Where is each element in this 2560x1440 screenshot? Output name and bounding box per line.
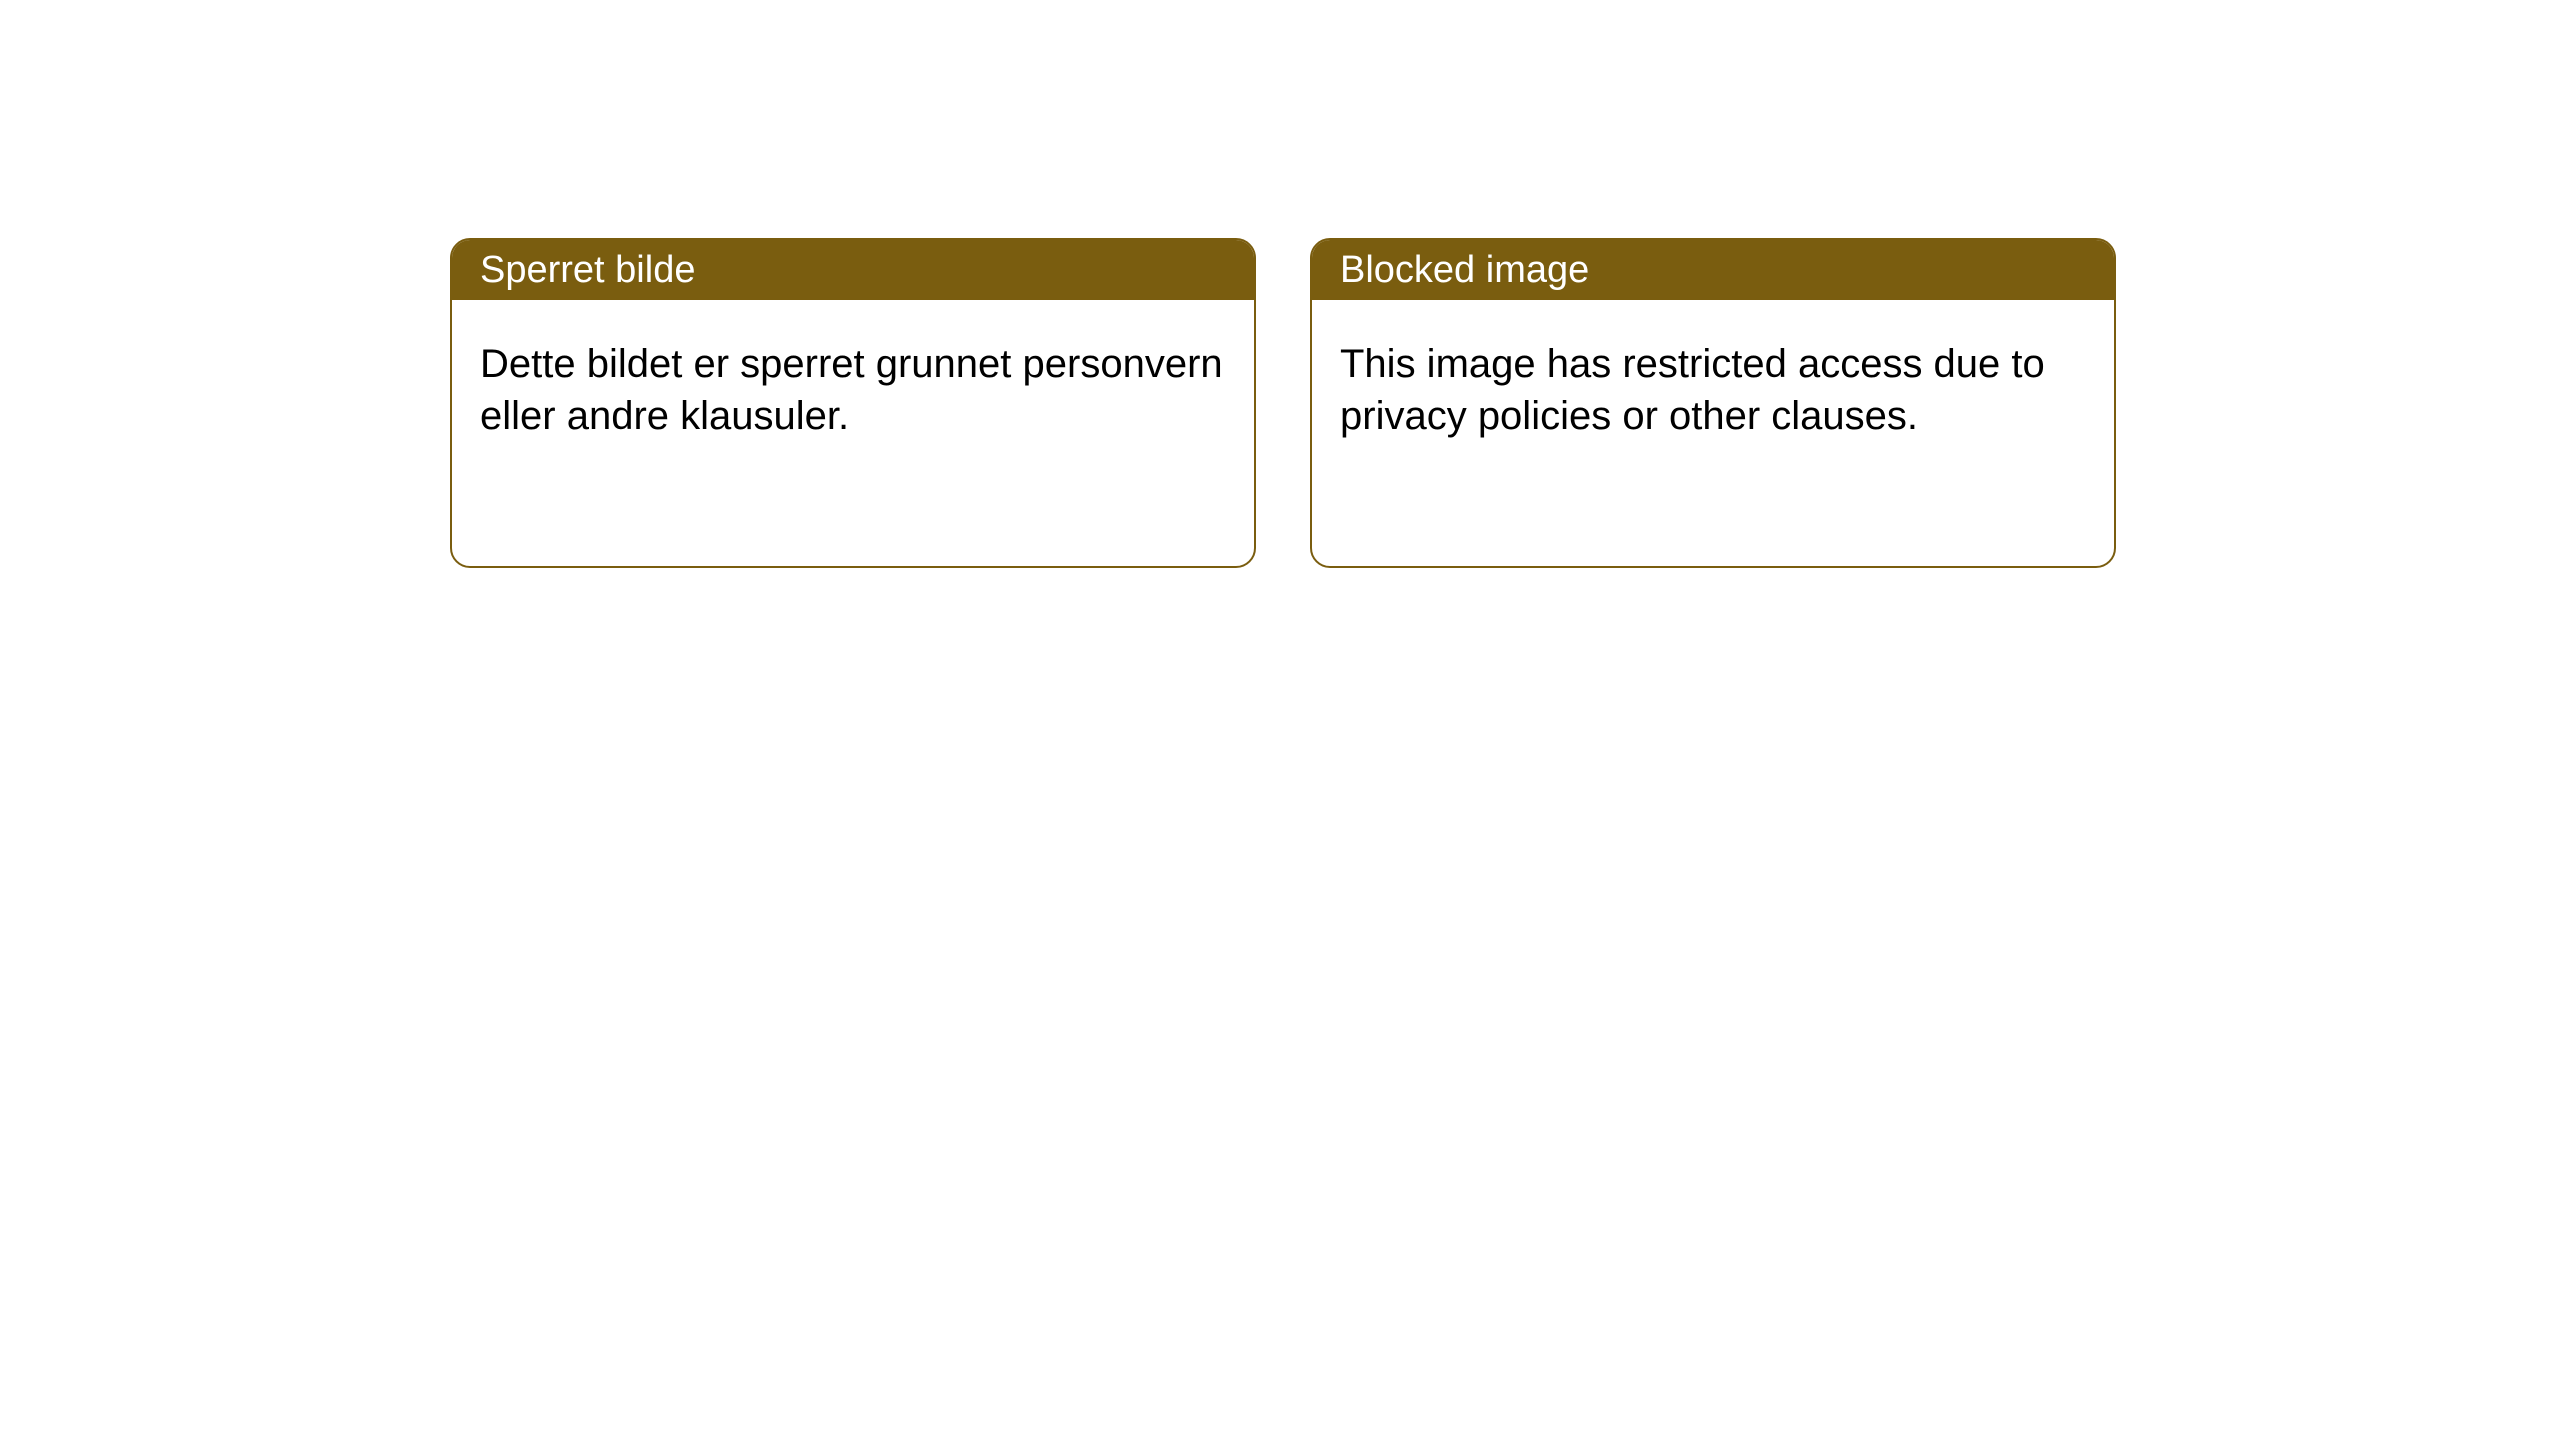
card-body-english: This image has restricted access due to … <box>1312 300 2114 480</box>
card-text-norwegian: Dette bildet er sperret grunnet personve… <box>480 342 1223 438</box>
card-title-english: Blocked image <box>1340 249 1589 292</box>
card-header-norwegian: Sperret bilde <box>452 240 1254 300</box>
card-norwegian: Sperret bilde Dette bildet er sperret gr… <box>450 238 1256 568</box>
card-header-english: Blocked image <box>1312 240 2114 300</box>
card-body-norwegian: Dette bildet er sperret grunnet personve… <box>452 300 1254 480</box>
cards-container: Sperret bilde Dette bildet er sperret gr… <box>0 0 2560 568</box>
card-text-english: This image has restricted access due to … <box>1340 342 2045 438</box>
card-english: Blocked image This image has restricted … <box>1310 238 2116 568</box>
card-title-norwegian: Sperret bilde <box>480 249 695 292</box>
